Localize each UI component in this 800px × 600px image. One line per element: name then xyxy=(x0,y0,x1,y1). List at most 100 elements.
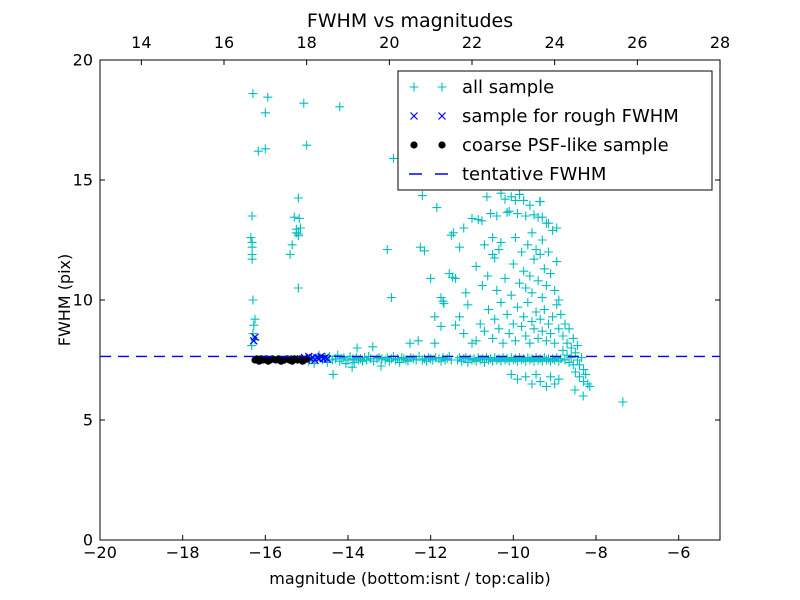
data-point-plus xyxy=(535,249,545,259)
data-point-plus xyxy=(463,300,473,310)
data-point-plus xyxy=(506,369,516,379)
data-point-plus xyxy=(523,353,533,363)
data-point-plus xyxy=(529,254,539,264)
data-point-plus xyxy=(546,269,556,279)
data-point-plus xyxy=(477,216,487,226)
data-point-plus xyxy=(546,372,556,382)
data-point-plus xyxy=(496,297,506,307)
data-point-plus xyxy=(488,233,498,243)
data-point-plus xyxy=(477,281,487,291)
data-point-plus xyxy=(581,369,591,379)
data-point-plus xyxy=(293,193,303,203)
data-point-plus xyxy=(502,207,512,217)
data-point-plus xyxy=(521,331,531,341)
data-point-plus xyxy=(436,356,446,366)
data-point-plus xyxy=(546,356,556,366)
data-point-plus xyxy=(484,305,494,315)
data-point-plus xyxy=(249,320,259,330)
data-point-plus xyxy=(618,397,628,407)
data-point-plus xyxy=(579,365,589,375)
x-top-tick-label: 20 xyxy=(379,33,399,52)
data-point-plus xyxy=(395,357,405,367)
data-point-plus xyxy=(450,320,460,330)
data-point-plus xyxy=(537,235,547,245)
data-point-plus xyxy=(548,312,558,322)
x-top-tick-label: 14 xyxy=(131,33,151,52)
data-point-plus xyxy=(459,329,469,339)
series-all-sample xyxy=(246,89,628,407)
data-point-plus xyxy=(494,324,504,334)
data-point-plus xyxy=(492,211,502,221)
series-coarse-psf-like-sample xyxy=(251,355,311,365)
data-point-plus xyxy=(295,223,305,233)
data-point-dot xyxy=(438,141,446,149)
data-point-plus xyxy=(517,247,527,257)
data-point-plus xyxy=(515,353,525,363)
data-point-plus xyxy=(437,82,447,92)
plot-title: FWHM vs magnitudes xyxy=(307,10,513,32)
data-point-plus xyxy=(473,215,483,225)
data-point-plus xyxy=(436,293,446,303)
data-point-plus xyxy=(578,391,588,401)
data-point-plus xyxy=(467,338,477,348)
data-point-plus xyxy=(448,228,458,238)
data-point-plus xyxy=(506,353,516,363)
legend-label: all sample xyxy=(462,77,554,98)
data-point-plus xyxy=(564,324,574,334)
data-point-plus xyxy=(405,338,415,348)
x-top-tick-label: 26 xyxy=(627,33,647,52)
legend-box: all sample sample for rough FWHM coarse PS… xyxy=(397,70,713,191)
y-tick-label: 0 xyxy=(83,531,93,550)
data-point-plus xyxy=(519,266,529,276)
data-point-plus xyxy=(539,264,549,274)
x-bottom-tick-label: −12 xyxy=(414,543,448,562)
data-point-plus xyxy=(577,353,587,363)
data-point-plus xyxy=(529,210,539,220)
data-point-plus xyxy=(438,353,448,363)
data-point-plus xyxy=(386,293,396,303)
data-point-plus xyxy=(335,102,345,112)
data-point-plus xyxy=(490,253,500,263)
data-point-plus xyxy=(527,317,537,327)
data-point-plus xyxy=(541,281,551,291)
data-point-plus xyxy=(463,357,473,367)
data-point-plus xyxy=(527,228,537,238)
legend-entry: tentative FWHM xyxy=(409,164,606,185)
data-point-plus xyxy=(479,240,489,250)
data-point-plus xyxy=(570,367,580,377)
data-point-plus xyxy=(533,276,543,286)
data-point-plus xyxy=(502,309,512,319)
data-point-plus xyxy=(347,362,357,372)
data-point-plus xyxy=(299,98,309,108)
data-point-plus xyxy=(285,249,295,259)
x-bottom-tick-label: −16 xyxy=(248,543,282,562)
data-point-plus xyxy=(541,336,551,346)
legend-entry: all sample xyxy=(409,77,554,98)
data-point-plus xyxy=(543,247,553,257)
data-point-plus xyxy=(502,354,512,364)
data-point-plus xyxy=(401,355,411,365)
data-point-plus xyxy=(566,353,576,363)
data-point-plus xyxy=(566,343,576,353)
data-point-plus xyxy=(521,372,531,382)
data-point-plus xyxy=(535,197,545,207)
data-point-plus xyxy=(439,299,449,309)
data-point-plus xyxy=(360,353,370,363)
x-bottom-tick-label: −6 xyxy=(667,543,691,562)
data-point-plus xyxy=(521,283,531,293)
data-point-plus xyxy=(558,345,568,355)
data-point-plus xyxy=(512,302,522,312)
data-point-plus xyxy=(246,233,256,243)
legend-label: sample for rough FWHM xyxy=(462,106,679,127)
data-point-plus xyxy=(556,309,566,319)
data-point-plus xyxy=(434,354,444,364)
data-point-plus xyxy=(263,92,273,102)
data-point-plus xyxy=(521,211,531,221)
data-point-plus xyxy=(531,353,541,363)
data-point-x xyxy=(410,112,418,120)
data-point-plus xyxy=(248,329,258,339)
data-point-plus xyxy=(552,300,562,310)
data-point-plus xyxy=(417,355,427,365)
data-point-plus xyxy=(438,296,448,306)
data-point-plus xyxy=(550,379,560,389)
